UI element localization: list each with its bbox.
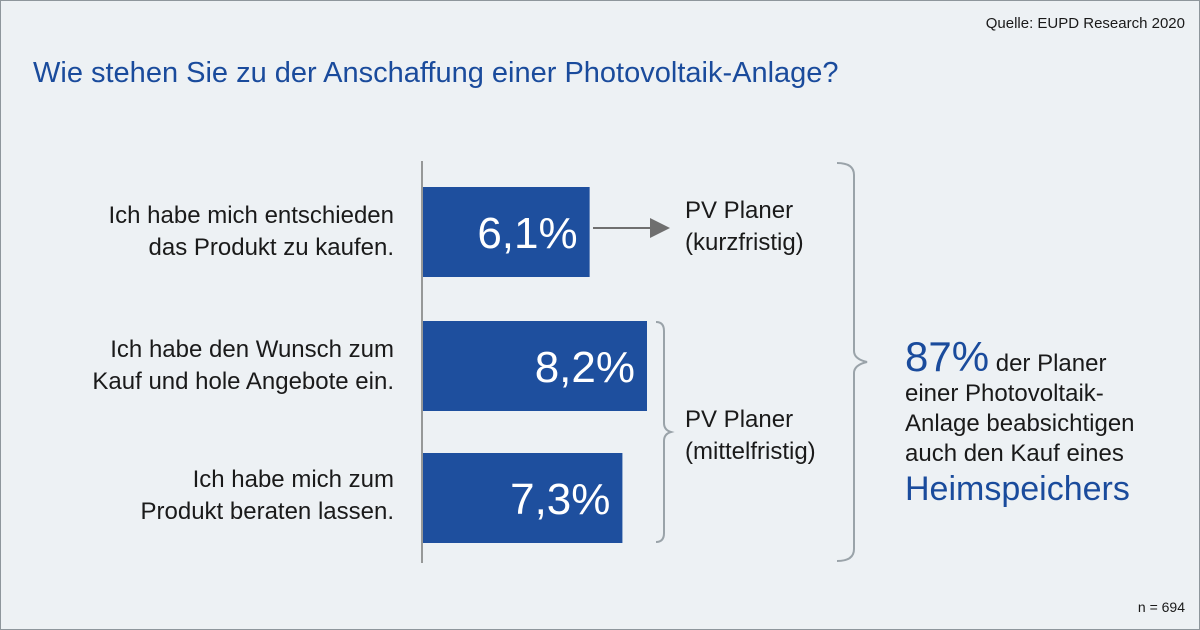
group-label-short-term: PV Planer (kurzfristig) xyxy=(685,195,804,259)
category-label-1-line-1: Ich habe den Wunsch zum xyxy=(110,336,394,363)
summary-percent: 87% xyxy=(905,333,990,380)
bars: 6,1% 8,2% 7,3% xyxy=(423,187,647,543)
category-label-2-line-1: Ich habe mich zum xyxy=(192,466,394,493)
bar-0 xyxy=(423,187,590,277)
chart-title: Wie stehen Sie zu der Anschaffung einer … xyxy=(33,57,839,89)
summary-callout: 87% der Planer einer Photovoltaik- Anlag… xyxy=(905,336,1195,509)
sample-size-note: n = 694 xyxy=(1137,599,1185,615)
summary-text-3: auch den Kauf eines xyxy=(905,440,1124,467)
bar-value-label-2: 7,3% xyxy=(510,475,610,524)
group-label-mid-term: PV Planer (mittelfristig) xyxy=(685,404,816,468)
category-label-0: Ich habe mich entschieden das Produkt zu… xyxy=(14,200,394,264)
bracket-small xyxy=(655,321,675,543)
category-label-2: Ich habe mich zum Produkt beraten lassen… xyxy=(14,464,395,528)
summary-text-2: Anlage beabsichtigen xyxy=(905,410,1135,437)
group-label-short-term-line-1: PV Planer xyxy=(685,197,794,224)
group-label-mid-term-line-1: PV Planer xyxy=(685,406,794,433)
group-label-mid-term-line-2: (mittelfristig) xyxy=(685,438,816,465)
group-label-short-term-line-2: (kurzfristig) xyxy=(685,229,804,256)
source-note: Quelle: EUPD Research 2020 xyxy=(985,15,1185,32)
bar-2 xyxy=(423,453,623,543)
summary-highlight: Heimspeichers xyxy=(905,470,1130,508)
bar-1 xyxy=(423,321,647,411)
summary-line-1: 87% der Planer xyxy=(905,336,1195,379)
summary-text-1: einer Photovoltaik- xyxy=(905,380,1104,407)
category-label-0-line-1: Ich habe mich entschieden xyxy=(108,202,394,229)
category-label-1-line-2: Kauf und hole Angebote ein. xyxy=(92,368,394,395)
summary-text-0: der Planer xyxy=(995,350,1107,377)
category-label-2-line-2: Produkt beraten lassen. xyxy=(140,498,395,525)
bracket-large xyxy=(836,162,868,562)
bar-value-label-1: 8,2% xyxy=(535,343,635,392)
category-label-1: Ich habe den Wunsch zum Kauf und hole An… xyxy=(14,334,394,398)
category-label-0-line-2: das Produkt zu kaufen. xyxy=(148,234,394,261)
bar-value-label-0: 6,1% xyxy=(477,209,577,258)
